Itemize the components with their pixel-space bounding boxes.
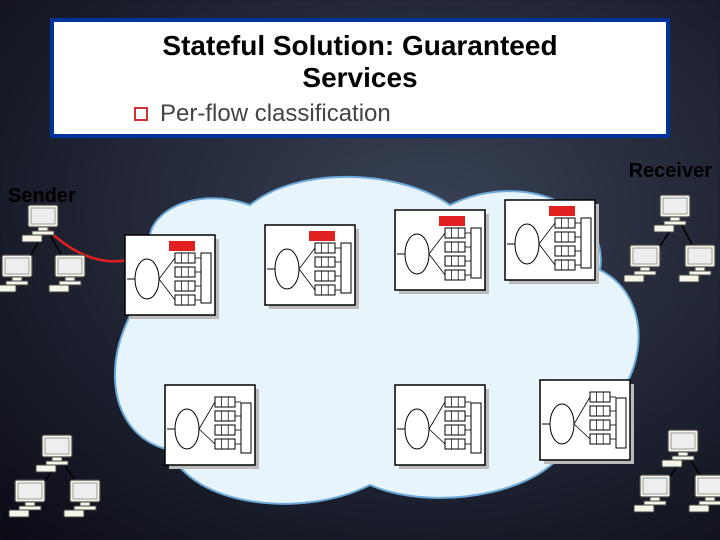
router-icon: [395, 210, 489, 294]
bullet-text: Per-flow classification: [160, 100, 391, 128]
computer-icon: [634, 475, 670, 512]
computer-icon: [22, 205, 58, 242]
computer-icon: [679, 245, 715, 282]
computer-icon: [64, 480, 100, 517]
bullet-square-icon: [134, 107, 148, 121]
title-line-2: Services: [54, 62, 666, 94]
bullet-row: Per-flow classification: [54, 100, 666, 128]
computer-icon: [36, 435, 72, 472]
computer-icon: [624, 245, 660, 282]
router-icon: [395, 385, 489, 469]
router-icon: [540, 380, 634, 464]
title-box: Stateful Solution: Guaranteed Services P…: [50, 18, 670, 138]
title-line-1: Stateful Solution: Guaranteed: [54, 30, 666, 62]
computer-icon: [662, 430, 698, 467]
router-icon: [125, 235, 219, 319]
computer-icon: [654, 195, 690, 232]
router-icon: [265, 225, 359, 309]
computer-icon: [689, 475, 720, 512]
computer-icon: [0, 255, 32, 292]
computer-icon: [49, 255, 85, 292]
network-diagram: [0, 150, 720, 540]
router-icon: [165, 385, 259, 469]
computer-icon: [9, 480, 45, 517]
router-icon: [505, 200, 599, 284]
